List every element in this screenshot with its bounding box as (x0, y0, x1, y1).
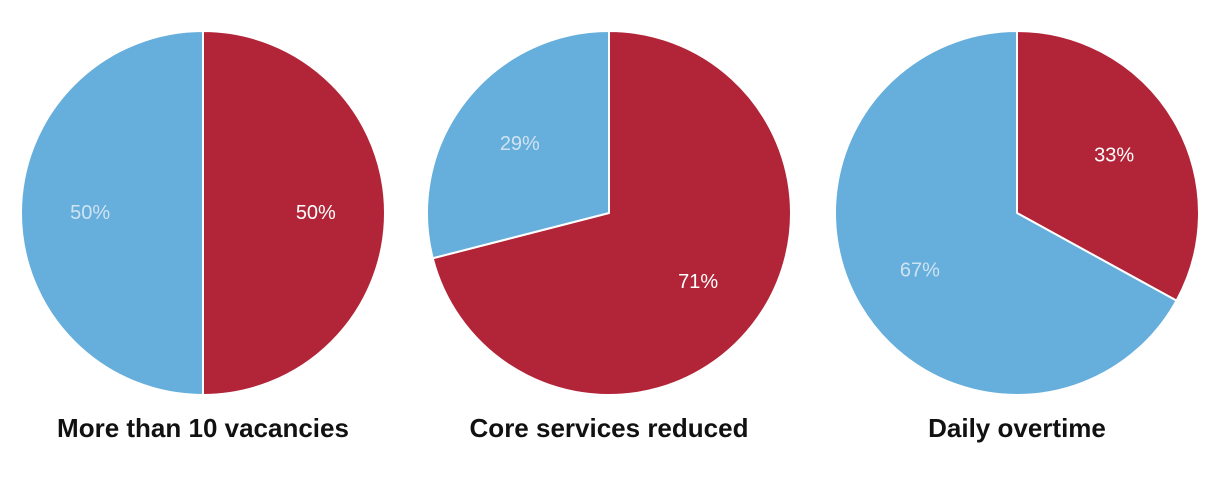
pie-chart-3: 33% 67% Daily overtime (834, 30, 1200, 443)
pie-3-slice-label-yes: 33% (1094, 145, 1134, 167)
pie-2-title: Core services reduced (470, 413, 749, 443)
pie-2-slice-yes (431, 30, 792, 396)
pie-2-slice-label-yes: 71% (678, 271, 718, 293)
pie-1-slice-label-yes: 50% (296, 202, 336, 224)
pie-2-slice-no (426, 30, 610, 260)
pie-chart-2: 71% 29% Core services reduced (426, 30, 792, 443)
pie-1-slice-label-no: 50% (70, 202, 110, 224)
pie-chart-1: 50% 50% More than 10 vacancies (20, 30, 386, 443)
pie-1-title: More than 10 vacancies (57, 413, 349, 443)
pie-1-slice-no (20, 30, 204, 396)
pie-3-slice-yes (1016, 30, 1200, 302)
pie-3-title: Daily overtime (928, 413, 1106, 443)
pie-3-slice-no (834, 30, 1178, 396)
pie-1-slice-yes (202, 30, 386, 396)
pie-3-slice-label-no: 67% (900, 259, 940, 281)
pie-2-slice-label-no: 29% (500, 133, 540, 155)
